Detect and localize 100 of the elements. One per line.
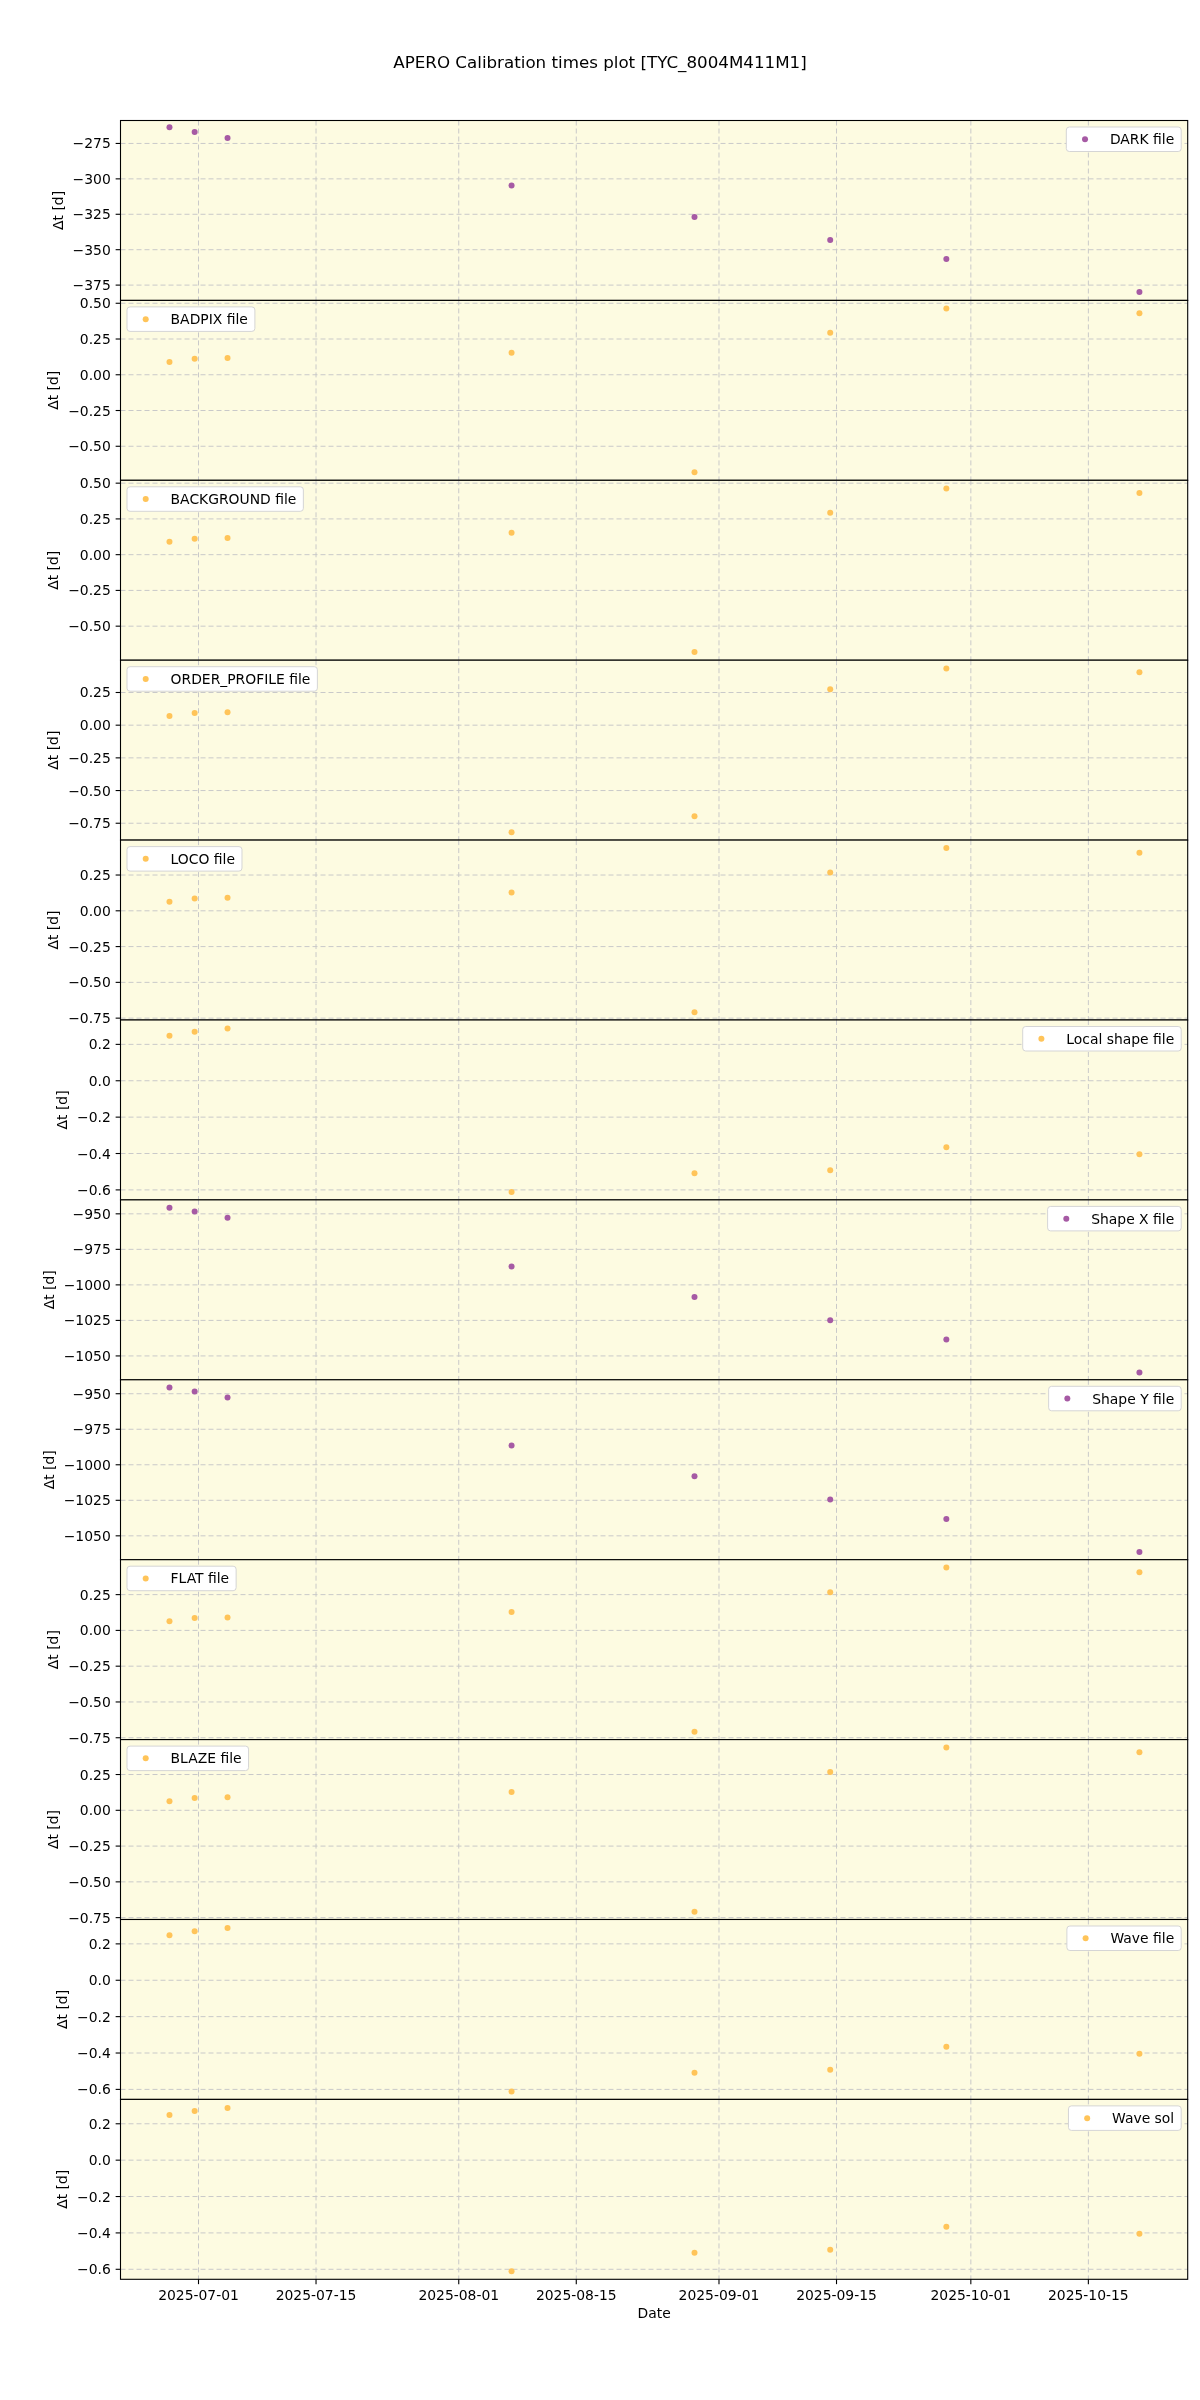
point [691,1170,698,1177]
point [166,1798,173,1805]
point [191,355,198,362]
point [827,1496,834,1503]
y-axis-title: Δt [d] [45,1810,62,1850]
x-tick-label: 2025-09-01 [678,2287,760,2304]
point [691,649,698,656]
y-tick-label: 0.0 [88,2152,111,2169]
point [166,358,173,365]
y-tick-label: −0.4 [77,2224,111,2241]
point [827,236,834,243]
y-tick-label: −0.25 [68,938,111,955]
point [224,1394,231,1401]
point [166,124,173,131]
y-axis-title: Δt [d] [45,550,62,590]
x-tick-label: 2025-08-15 [535,2287,617,2304]
legend-label: Shape X file [1091,1210,1175,1227]
legend-label: DARK file [1109,131,1175,148]
legend-label: BACKGROUND file [170,491,297,508]
point [508,529,515,536]
y-tick-label: −375 [72,277,111,294]
x-tick-label: 2025-09-15 [796,2287,877,2304]
point [1136,2050,1143,2057]
y-tick-label: −0.75 [68,1729,111,1746]
point [224,534,231,541]
chart-title: APERO Calibration times plot [TYC_8004M411M1] [393,51,807,73]
point [1136,1549,1143,1556]
y-tick-label: −0.25 [68,402,111,419]
y-tick-label: −975 [72,1241,111,1258]
point [224,1794,231,1801]
legend-label: BLAZE file [170,1750,242,1767]
y-tick-label: −0.4 [77,1145,111,1162]
point [508,1442,515,1449]
y-axis-title: Δt [d] [54,1090,71,1130]
y-tick-label: 0.00 [79,902,111,919]
point [508,829,515,836]
point [1136,1369,1143,1376]
point [191,709,198,716]
point [691,213,698,220]
point [166,2112,173,2119]
point [166,1032,173,1039]
y-tick-label: −0.6 [77,2081,111,2098]
point [827,1769,834,1776]
x-tick-label: 2025-10-01 [930,2287,1012,2304]
point [224,1925,231,1932]
y-tick-label: 0.00 [79,546,111,563]
point [166,898,173,905]
y-tick-label: 0.2 [88,1935,111,1952]
y-tick-label: 0.25 [79,684,111,701]
point [827,2246,834,2253]
y-tick-label: −0.25 [68,749,111,766]
x-tick-label: 2025-08-01 [418,2287,500,2304]
x-axis-title: Date [637,2305,671,2322]
point [943,256,950,263]
point [1136,849,1143,856]
point [224,355,231,362]
point [691,1009,698,1016]
point [691,2249,698,2256]
point [691,1908,698,1915]
y-axis-title: Δt [d] [45,730,62,770]
point [224,894,231,901]
y-tick-label: 0.00 [79,1802,111,1819]
point [166,1618,173,1625]
y-axis-title: Δt [d] [45,910,62,950]
point [827,1589,834,1596]
point [943,485,950,492]
point [943,1744,950,1751]
point [943,305,950,312]
y-tick-label: −0.25 [68,1838,111,1855]
y-tick-label: −0.75 [68,1010,111,1027]
point [691,1294,698,1301]
point [508,1263,515,1270]
point [943,1144,950,1151]
y-tick-label: −975 [72,1421,111,1438]
point [827,686,834,693]
point [1136,289,1143,296]
point [1136,310,1143,317]
point [191,2108,198,2115]
point [508,889,515,896]
point [943,665,950,672]
y-tick-label: 0.50 [79,295,111,312]
legend-label: Wave file [1110,1930,1175,1947]
point [224,1614,231,1621]
y-tick-label: 0.25 [79,867,111,884]
point [508,349,515,356]
y-tick-label: 0.25 [79,331,111,348]
y-tick-label: −1000 [63,1456,111,1473]
y-tick-label: 0.2 [88,2115,111,2132]
point [691,1728,698,1735]
point [943,1336,950,1343]
y-tick-label: −950 [72,1385,111,1402]
y-tick-label: 0.2 [88,1036,111,1053]
y-tick-label: −0.2 [77,2008,111,2025]
y-tick-label: −325 [72,206,111,223]
y-tick-label: −0.50 [68,974,111,991]
y-tick-label: −0.50 [68,1873,111,1890]
x-tick-label: 2025-07-15 [275,2287,357,2304]
legend-label: LOCO file [170,850,235,867]
y-tick-label: 0.00 [79,366,111,383]
point [691,1473,698,1480]
